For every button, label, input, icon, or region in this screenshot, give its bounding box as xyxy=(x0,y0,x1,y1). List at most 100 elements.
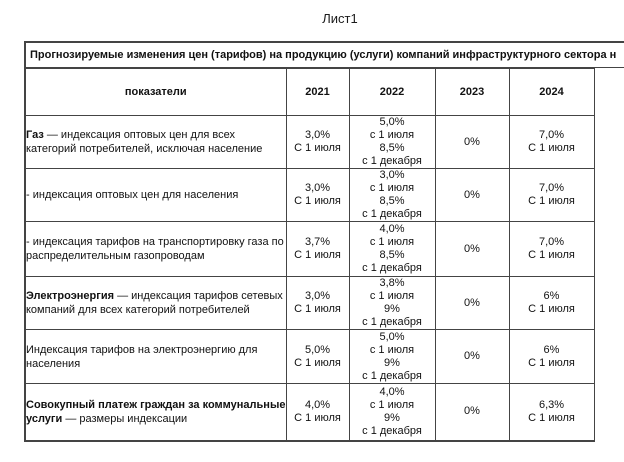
value-cell-2024: 6,3% С 1 июля xyxy=(508,383,595,442)
value-line: 3,8% xyxy=(379,277,405,290)
value-line: 4,0% xyxy=(379,385,405,398)
value-line: 4,0% xyxy=(379,223,405,235)
value-line: С 1 июля xyxy=(528,142,575,154)
indicator-rest-text: - индексация тарифов на транспортировку … xyxy=(26,236,284,262)
value-cell-2022: 4,0% с 1 июля 9% с 1 декабря xyxy=(348,383,436,442)
value-line: 3,7% xyxy=(304,236,331,248)
value-cell-2021: 5,0% С 1 июля xyxy=(285,329,350,384)
value-line: 8,5% xyxy=(379,249,405,261)
value-line: 3,0% xyxy=(304,290,331,302)
value-line: с 1 июля xyxy=(369,182,415,194)
value-line: 5,0% xyxy=(379,330,405,343)
value-line: с 1 декабря xyxy=(362,424,422,437)
value-line: 0% xyxy=(464,188,480,201)
indicator-rest-text: Индексация тарифов на электроэнергию для… xyxy=(26,343,258,370)
value-line: с 1 июля xyxy=(369,236,415,248)
value-cell-2022: 3,0% с 1 июля 8,5% с 1 декабря xyxy=(348,168,436,222)
value-line: 8,5% xyxy=(379,142,405,154)
value-cell-2024: 7,0% С 1 июля xyxy=(508,168,595,222)
table-title-row: Прогнозируемые изменения цен (тарифов) н… xyxy=(24,41,624,68)
value-line: 9% xyxy=(384,411,400,424)
value-line: С 1 июля xyxy=(294,142,341,154)
value-cell-2023: 0% xyxy=(434,221,510,277)
value-line: 7,0% xyxy=(538,236,565,248)
value-line: с 1 июля xyxy=(369,343,415,356)
value-cell-2023: 0% xyxy=(434,168,510,222)
indicator-cell: - индексация оптовых цен для населения xyxy=(24,168,287,222)
forecast-table: показатели 2021 2022 2023 2024 Газ — инд… xyxy=(24,68,595,442)
value-line: с 1 декабря xyxy=(362,262,422,274)
value-cell-2024: 6% С 1 июля xyxy=(508,276,595,330)
value-line: 0% xyxy=(464,350,480,362)
sheet-title: Лист1 xyxy=(322,11,358,26)
value-line: 3,0% xyxy=(379,169,405,182)
value-line: С 1 июля xyxy=(294,195,341,207)
value-line: 3,0% xyxy=(304,182,331,194)
indicator-bold-text: Электроэнергия xyxy=(26,290,115,302)
indicator-rest-text: — индексация оптовых цен для всех катего… xyxy=(26,129,263,155)
value-line: с 1 июля xyxy=(369,398,415,411)
value-line: 9% xyxy=(384,356,400,369)
value-line: 3,0% xyxy=(304,129,331,141)
value-line: с 1 июля xyxy=(369,129,415,141)
indicator-rest-text: - индексация оптовых цен для населения xyxy=(26,189,239,201)
value-line: 0% xyxy=(464,296,480,309)
column-header-2021: 2021 xyxy=(285,68,350,116)
value-line: 5,0% xyxy=(304,343,331,356)
value-cell-2021: 4,0% С 1 июля xyxy=(285,383,350,442)
indicator-rest-text: — размеры индексации xyxy=(62,412,188,425)
value-line: С 1 июля xyxy=(294,411,341,424)
value-line: 7,0% xyxy=(538,182,565,194)
table-title-text: Прогнозируемые изменения цен (тарифов) н… xyxy=(30,49,617,61)
value-cell-2023: 0% xyxy=(434,383,510,442)
table-body: Газ — индексация оптовых цен для всех ка… xyxy=(24,115,595,442)
value-cell-2022: 5,0% с 1 июля 8,5% с 1 декабря xyxy=(348,115,436,169)
column-header-2024: 2024 xyxy=(508,68,595,116)
value-line: С 1 июля xyxy=(528,195,575,207)
indicator-bold-text: Газ xyxy=(26,129,44,141)
table-row: Электроэнергия — индексация тарифов сете… xyxy=(24,276,595,330)
value-line: С 1 июля xyxy=(528,411,575,424)
value-cell-2021: 3,0% С 1 июля xyxy=(285,276,350,330)
value-line: С 1 июля xyxy=(294,303,341,315)
value-cell-2022: 4,0% с 1 июля 8,5% с 1 декабря xyxy=(348,221,436,277)
indicator-rest-text: — индексация тарифов сетевых компаний дл… xyxy=(26,290,283,316)
table-row: Совокупный платеж граждан за коммунальны… xyxy=(24,383,595,442)
value-cell-2023: 0% xyxy=(434,115,510,169)
value-cell-2023: 0% xyxy=(434,329,510,384)
indicator-cell: - индексация тарифов на транспортировку … xyxy=(24,221,287,277)
value-cell-2024: 7,0% С 1 июля xyxy=(508,221,595,277)
table-row: Индексация тарифов на электроэнергию для… xyxy=(24,329,595,384)
value-line: 9% xyxy=(384,303,400,315)
value-line: 6% xyxy=(543,290,560,302)
value-line: С 1 июля xyxy=(528,356,575,369)
value-line: С 1 июля xyxy=(528,303,575,315)
value-line: 0% xyxy=(464,405,480,418)
value-line: с 1 декабря xyxy=(362,155,422,167)
indicator-bold-text: Совокупный платеж граждан за коммунальны… xyxy=(26,398,286,425)
value-line: 8,5% xyxy=(379,195,405,207)
value-line: с 1 декабря xyxy=(362,208,422,220)
value-cell-2021: 3,0% С 1 июля xyxy=(285,168,350,222)
column-header-2022: 2022 xyxy=(348,68,436,116)
value-line: 0% xyxy=(464,135,480,148)
value-cell-2022: 5,0% с 1 июля 9% с 1 декабря xyxy=(348,329,436,384)
header-row: показатели 2021 2022 2023 2024 xyxy=(24,68,595,116)
indicator-cell: Газ — индексация оптовых цен для всех ка… xyxy=(24,115,287,169)
value-line: с 1 июля xyxy=(369,290,415,302)
value-line: 4,0% xyxy=(304,398,331,411)
value-line: 5,0% xyxy=(379,116,405,129)
value-cell-2024: 6% С 1 июля xyxy=(508,329,595,384)
value-line: С 1 июля xyxy=(294,249,341,261)
value-cell-2021: 3,7% С 1 июля xyxy=(285,221,350,277)
indicator-cell: Совокупный платеж граждан за коммунальны… xyxy=(24,383,287,442)
value-line: 6,3% xyxy=(538,398,565,411)
value-cell-2023: 0% xyxy=(434,276,510,330)
value-line: 6% xyxy=(543,343,560,356)
indicator-cell: Индексация тарифов на электроэнергию для… xyxy=(24,329,287,384)
value-line: с 1 декабря xyxy=(362,316,422,328)
value-line: С 1 июля xyxy=(294,356,341,369)
column-header-2023: 2023 xyxy=(434,68,510,116)
value-cell-2021: 3,0% С 1 июля xyxy=(285,115,350,169)
